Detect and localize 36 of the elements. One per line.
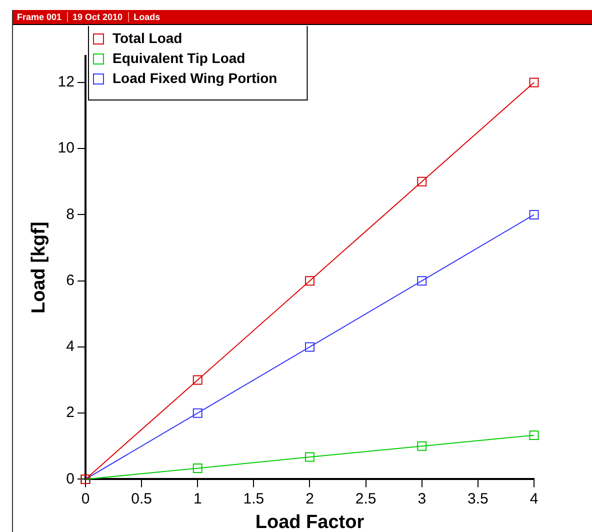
point [305, 342, 314, 352]
x-tick-label: 0 [81, 490, 90, 508]
y-tick-label: 4 [66, 338, 74, 356]
point [305, 276, 314, 286]
y-tick-label: 0 [66, 470, 74, 488]
point [192, 464, 202, 474]
point [192, 408, 202, 418]
y-tick-label: 10 [58, 140, 74, 157]
y-axis-title: Load [kgf] [28, 222, 50, 314]
x-tick-label: 1.5 [243, 490, 264, 508]
text: 19 Oct 2010 [66, 12, 128, 22]
x-tick-label: 3.5 [468, 490, 488, 508]
point [529, 210, 539, 220]
x-tick-label: 2 [306, 490, 314, 508]
y-tick-label: 8 [66, 206, 74, 223]
legend-label: Total Load [112, 30, 182, 46]
point [305, 452, 314, 462]
point [192, 375, 202, 385]
y-tick-label: 6 [66, 272, 74, 289]
text: Loads [128, 12, 166, 22]
text: Frame 001 [16, 12, 63, 22]
x-tick-label: 3 [418, 490, 426, 508]
x-tick-label: 4 [530, 490, 538, 508]
y-tick-label: 12 [58, 74, 74, 91]
y-tick-label: 2 [66, 404, 74, 422]
point [529, 78, 539, 88]
legend-label: Load Fixed Wing Portion [112, 70, 278, 86]
point [417, 441, 427, 451]
point [417, 176, 427, 186]
x-tick-label: 0.5 [131, 490, 152, 508]
point [417, 276, 427, 286]
x-tick-label: 1 [193, 490, 202, 508]
x-tick-label: 2.5 [355, 490, 376, 508]
x-axis-title: Load Factor [255, 512, 365, 532]
legend-label: Equivalent Tip Load [112, 50, 246, 66]
point [529, 430, 539, 440]
